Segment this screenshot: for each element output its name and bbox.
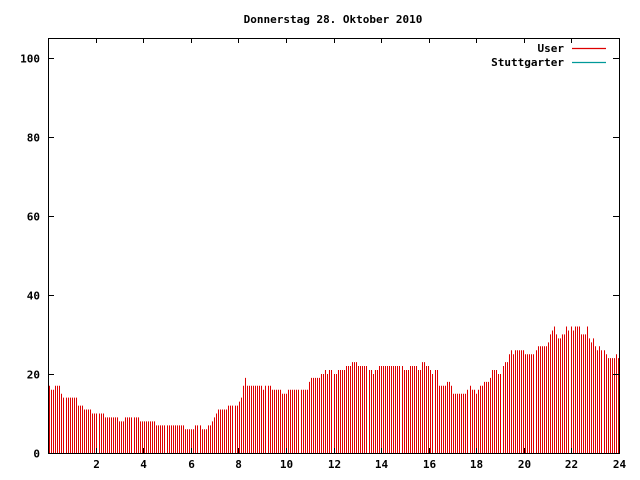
x-tick-label: 20 (518, 458, 531, 471)
plot-frame (48, 38, 620, 454)
y-tick-label: 80 (27, 132, 40, 145)
y-tick-label: 0 (33, 448, 40, 461)
y-tick-label: 100 (20, 53, 40, 66)
x-tick-label: 16 (423, 458, 437, 471)
chart-title: Donnerstag 28. Oktober 2010 (244, 13, 423, 26)
legend-label-user: User (538, 42, 565, 55)
y-tick-label: 40 (27, 290, 40, 303)
x-axis: 2 4 6 8 10 12 14 16 18 20 22 24 (93, 38, 626, 471)
x-tick-label: 6 (188, 458, 195, 471)
legend-label-stuttgarter: Stuttgarter (491, 56, 564, 69)
x-tick-label: 18 (470, 458, 483, 471)
legend: User Stuttgarter (491, 42, 606, 69)
x-tick-label: 24 (613, 458, 627, 471)
x-tick-label: 8 (235, 458, 242, 471)
x-tick-label: 4 (140, 458, 147, 471)
x-tick-label: 14 (375, 458, 389, 471)
x-tick-label: 22 (565, 458, 578, 471)
x-tick-label: 12 (328, 458, 341, 471)
x-tick-label: 2 (93, 458, 100, 471)
y-tick-label: 60 (27, 211, 40, 224)
y-tick-label: 20 (27, 369, 40, 382)
y-axis: 0 20 40 60 80 100 (20, 53, 619, 461)
user-bars (49, 326, 619, 453)
x-tick-label: 10 (280, 458, 293, 471)
